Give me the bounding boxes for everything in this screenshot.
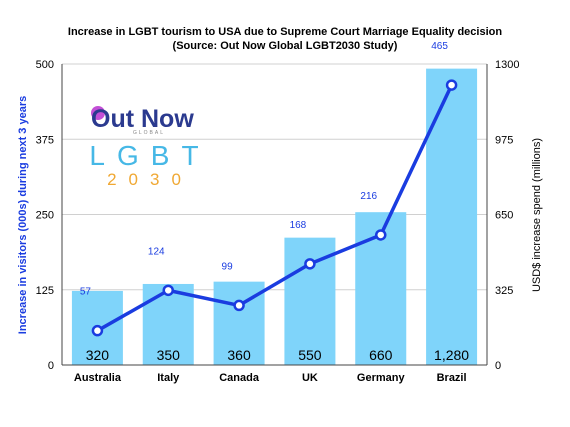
logo-text-global: GLOBAL — [133, 130, 165, 136]
y2-tick-label: 0 — [495, 360, 501, 372]
y2-tick-label: 325 — [495, 285, 513, 297]
bar-value-label: 1,280 — [434, 347, 469, 363]
logo-text-lgbt: LGBT — [89, 140, 210, 171]
x-tick-label: Brazil — [437, 372, 467, 384]
bar-value-label: 320 — [86, 347, 110, 363]
line-series: 57 124 99 168 216 465 — [80, 41, 458, 337]
y2-tick-label: 975 — [495, 134, 513, 146]
line-point — [304, 258, 316, 270]
bar-series: 320 350 360 550 660 1,280 — [71, 68, 478, 365]
x-tick-label: UK — [302, 372, 318, 384]
out-now-logo: Out Now GLOBAL LGBT 2030 — [89, 105, 210, 189]
line-value-label: 216 — [360, 191, 377, 202]
y-tick-label: 125 — [36, 285, 54, 297]
chart-title: Increase in LGBT tourism to USA due to S… — [67, 26, 503, 38]
logo-text-outnow: Out Now — [91, 105, 194, 133]
logo-text-2030: 2030 — [107, 170, 193, 189]
x-tick-label: Germany — [357, 372, 406, 384]
bar-value-label: 360 — [227, 347, 251, 363]
bar — [142, 283, 194, 365]
y2-tick-label: 1300 — [495, 59, 519, 71]
series-line — [96, 84, 454, 333]
logo-accent-dot — [91, 106, 105, 120]
line-point — [233, 299, 245, 312]
bar-value-label: 550 — [298, 347, 322, 363]
y-tick-label: 375 — [36, 134, 54, 146]
line-value-label: 124 — [148, 246, 165, 257]
y-tick-label: 0 — [48, 360, 54, 372]
axes: 0 125 250 375 500 0 325 650 975 1300 Australia Ital… — [36, 59, 520, 384]
line-value-label: 168 — [290, 220, 307, 231]
y-tick-label: 500 — [36, 59, 54, 71]
y2-tick-label: 650 — [495, 210, 513, 222]
bar-value-label: 660 — [369, 347, 393, 363]
line-value-label: 99 — [222, 261, 234, 272]
y-tick-label: 250 — [36, 210, 54, 222]
line-point — [162, 284, 174, 297]
y-axis-label: Increase in visitors (000s) during next … — [17, 96, 29, 334]
y2-axis-label: USD$ increase spend (millions) — [531, 138, 543, 292]
bar-value-label: 350 — [157, 347, 181, 363]
line-point — [375, 229, 387, 241]
chart-subtitle: (Source: Out Now Global LGBT2030 Study) — [172, 40, 398, 52]
line-value-label: 465 — [431, 41, 448, 52]
x-tick-label: Italy — [157, 372, 180, 384]
x-tick-label: Australia — [74, 372, 122, 384]
line-point — [91, 324, 104, 337]
bar — [426, 68, 478, 365]
line-value-label: 57 — [80, 287, 92, 298]
x-tick-label: Canada — [219, 372, 260, 384]
line-point — [445, 79, 458, 91]
